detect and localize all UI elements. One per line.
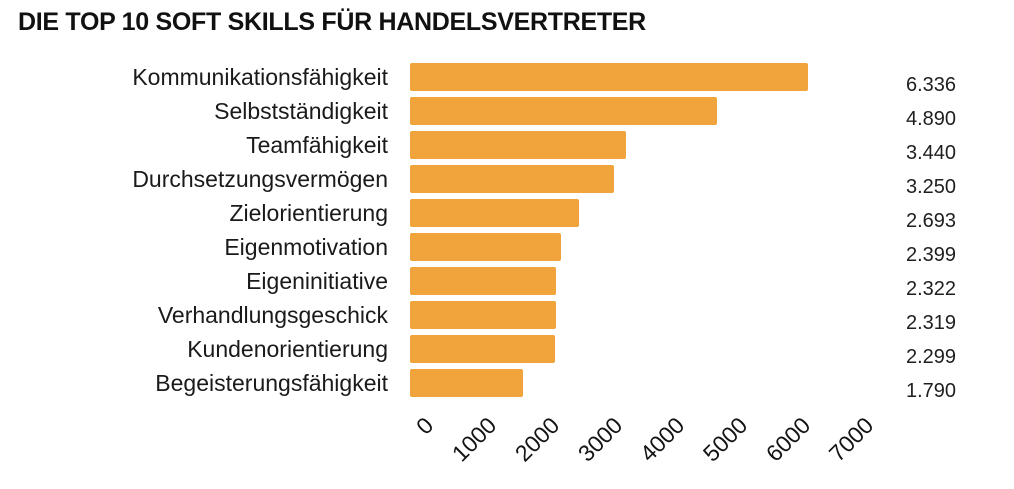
category-label: Zielorientierung [229,200,388,226]
bar-row: Kundenorientierung 2.299 [0,332,1014,368]
category-label: Eigenmotivation [224,234,388,260]
bar [410,267,556,295]
value-label: 6.336 [906,73,957,96]
bar-row: Durchsetzungsvermögen 3.250 [0,162,1014,198]
bar [410,369,523,397]
category-label: Kundenorientierung [187,336,388,362]
category-label: Verhandlungsgeschick [157,302,388,328]
bar [410,335,555,363]
bar [410,233,561,261]
x-axis-tick-label: 3000 [572,412,628,467]
value-label: 2.322 [906,277,957,300]
bar-track [402,131,842,159]
bar [410,301,556,329]
category-label: Selbstständigkeit [214,98,388,124]
bar-row: Eigeninitiative 2.322 [0,264,1014,300]
category-label: Eigeninitiative [246,268,388,294]
value-label: 4.890 [906,107,957,130]
value-label: 2.319 [906,311,957,334]
bar [410,165,614,193]
bar-track [402,97,842,125]
category-label: Begeisterungsfähigkeit [155,370,388,396]
bar-row: Zielorientierung 2.693 [0,196,1014,232]
chart-title: DIE TOP 10 SOFT SKILLS FÜR HANDELSVERTRE… [18,8,646,36]
bar-rows-container: Kommunikationsfähigkeit 6.336 Selbststän… [0,60,1014,402]
bar-row: Teamfähigkeit 3.440 [0,128,1014,164]
bar-row: Verhandlungsgeschick 2.319 [0,298,1014,334]
category-label: Durchsetzungsvermögen [132,166,388,192]
bar-track [402,233,842,261]
bar [410,97,717,125]
x-axis-tick-label: 2000 [509,412,565,467]
category-label: Kommunikationsfähigkeit [132,64,388,90]
bar-row: Kommunikationsfähigkeit 6.336 [0,60,1014,96]
value-label: 3.250 [906,175,957,198]
value-label: 2.693 [906,209,957,232]
bar-row: Selbstständigkeit 4.890 [0,94,1014,130]
x-axis-tick-label: 7000 [823,412,879,467]
x-axis-tick-label: 0 [410,412,439,440]
category-label: Teamfähigkeit [246,132,388,158]
bar [410,131,626,159]
x-axis-tick-label: 5000 [697,412,753,467]
value-label: 3.440 [906,141,957,164]
value-label: 2.299 [906,345,957,368]
value-label: 1.790 [906,379,957,402]
bar-track [402,369,842,397]
x-axis-tick-label: 6000 [760,412,816,467]
bar-row: Begeisterungsfähigkeit 1.790 [0,366,1014,402]
bar [410,63,808,91]
bar-track [402,335,842,363]
x-axis: 0 1000 2000 3000 4000 5000 6000 7000 [410,404,878,489]
bar-track [402,63,842,91]
x-axis-tick-label: 1000 [446,412,502,467]
bar-track [402,267,842,295]
value-label: 2.399 [906,243,957,266]
bar-track [402,301,842,329]
bar-track [402,199,842,227]
bar [410,199,579,227]
x-axis-tick-label: 4000 [634,412,690,467]
bar-track [402,165,842,193]
bar-row: Eigenmotivation 2.399 [0,230,1014,266]
